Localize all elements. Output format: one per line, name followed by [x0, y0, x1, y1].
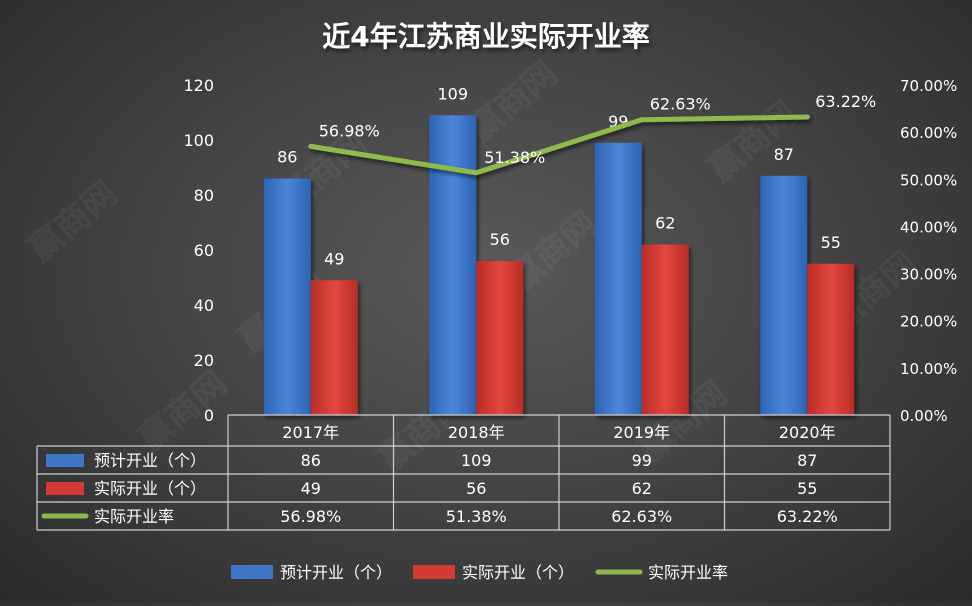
bar-data-label: 49 — [324, 249, 344, 268]
table-cell: 86 — [301, 451, 321, 470]
y-right-tick-label: 30.00% — [900, 266, 957, 284]
table-cell: 49 — [301, 479, 321, 498]
legend-key — [413, 565, 455, 579]
table-row-label: 预计开业（个） — [94, 451, 206, 470]
table-header-cell: 2019年 — [613, 423, 670, 442]
legend: 预计开业（个） 实际开业（个） 实际开业率 — [231, 563, 728, 582]
rate-line: 56.98% 51.38% 62.63% 63.22% — [308, 92, 876, 176]
table-legend-key — [46, 454, 84, 467]
table-cell: 62 — [632, 479, 652, 498]
bar-data-label: 86 — [277, 148, 297, 167]
table-cell: 63.22% — [777, 507, 838, 526]
bar-expected — [594, 142, 642, 415]
bar-data-label: 109 — [437, 84, 468, 103]
table-cell: 109 — [461, 451, 492, 470]
rate-data-label: 51.38% — [484, 148, 545, 167]
watermark-text: 赢商网 — [701, 93, 805, 189]
rate-point — [308, 143, 314, 149]
y-right-tick-label: 60.00% — [900, 124, 957, 142]
y-axis-right: 0.00% 10.00% 20.00% 30.00% 40.00% 50.00% 60.00… — [900, 77, 957, 425]
bar-expected — [760, 175, 808, 415]
bar-data-label: 55 — [821, 233, 841, 252]
table-header-cell: 2018年 — [448, 423, 505, 442]
bar-expected — [429, 115, 477, 415]
table-row-label: 实际开业（个） — [94, 479, 206, 498]
table-legend-key — [46, 482, 84, 495]
rate-point — [804, 114, 810, 120]
rate-line-path — [308, 114, 810, 176]
watermark-text: 赢商网 — [21, 173, 125, 269]
bar-actual — [476, 261, 524, 415]
y-left-tick-label: 60 — [194, 241, 214, 260]
bar-data-label: 62 — [655, 214, 675, 233]
table-cell: 99 — [632, 451, 652, 470]
bar-expected — [263, 178, 311, 415]
y-right-tick-label: 20.00% — [900, 313, 957, 331]
rate-point — [639, 117, 645, 123]
y-right-tick-label: 10.00% — [900, 360, 957, 378]
y-axis-left: 0 20 40 60 80 100 120 — [183, 76, 214, 425]
legend-label: 实际开业率 — [648, 563, 728, 582]
rate-point — [473, 170, 479, 176]
y-left-tick-label: 80 — [194, 186, 214, 205]
bar-actual — [807, 263, 855, 415]
chart-title: 近4年江苏商业实际开业率 — [322, 20, 649, 53]
y-left-tick-label: 0 — [204, 406, 214, 425]
rate-data-label: 62.63% — [650, 95, 711, 114]
table-cell: 87 — [797, 451, 817, 470]
rate-data-label: 63.22% — [815, 92, 876, 111]
y-right-tick-label: 50.00% — [900, 171, 957, 189]
watermark-text: 赢商网 — [131, 363, 235, 459]
watermark-text: 赢商网 — [461, 53, 565, 149]
y-right-tick-label: 70.00% — [900, 77, 957, 95]
legend-key — [231, 565, 273, 579]
table-header-cell: 2020年 — [779, 423, 836, 442]
table-header-cell: 2017年 — [282, 423, 339, 442]
y-left-tick-label: 40 — [194, 296, 214, 315]
table-cell: 55 — [797, 479, 817, 498]
table-cell: 62.63% — [611, 507, 672, 526]
legend-label: 实际开业（个） — [462, 563, 574, 582]
table-cell: 51.38% — [446, 507, 507, 526]
table-cell: 56.98% — [280, 507, 341, 526]
y-right-tick-label: 0.00% — [900, 407, 948, 425]
legend-label: 预计开业（个） — [280, 563, 392, 582]
bar-data-label: 87 — [774, 145, 794, 164]
table-cell: 56 — [466, 479, 486, 498]
bar-actual — [310, 280, 358, 415]
y-left-tick-label: 20 — [194, 351, 214, 370]
bar-actual — [641, 244, 689, 415]
y-right-tick-label: 40.00% — [900, 218, 957, 236]
table-row-label: 实际开业率 — [94, 507, 174, 526]
y-left-tick-label: 120 — [183, 76, 214, 95]
y-left-tick-label: 100 — [183, 131, 214, 150]
rate-data-label: 56.98% — [319, 121, 380, 140]
bar-data-label: 56 — [490, 230, 510, 249]
